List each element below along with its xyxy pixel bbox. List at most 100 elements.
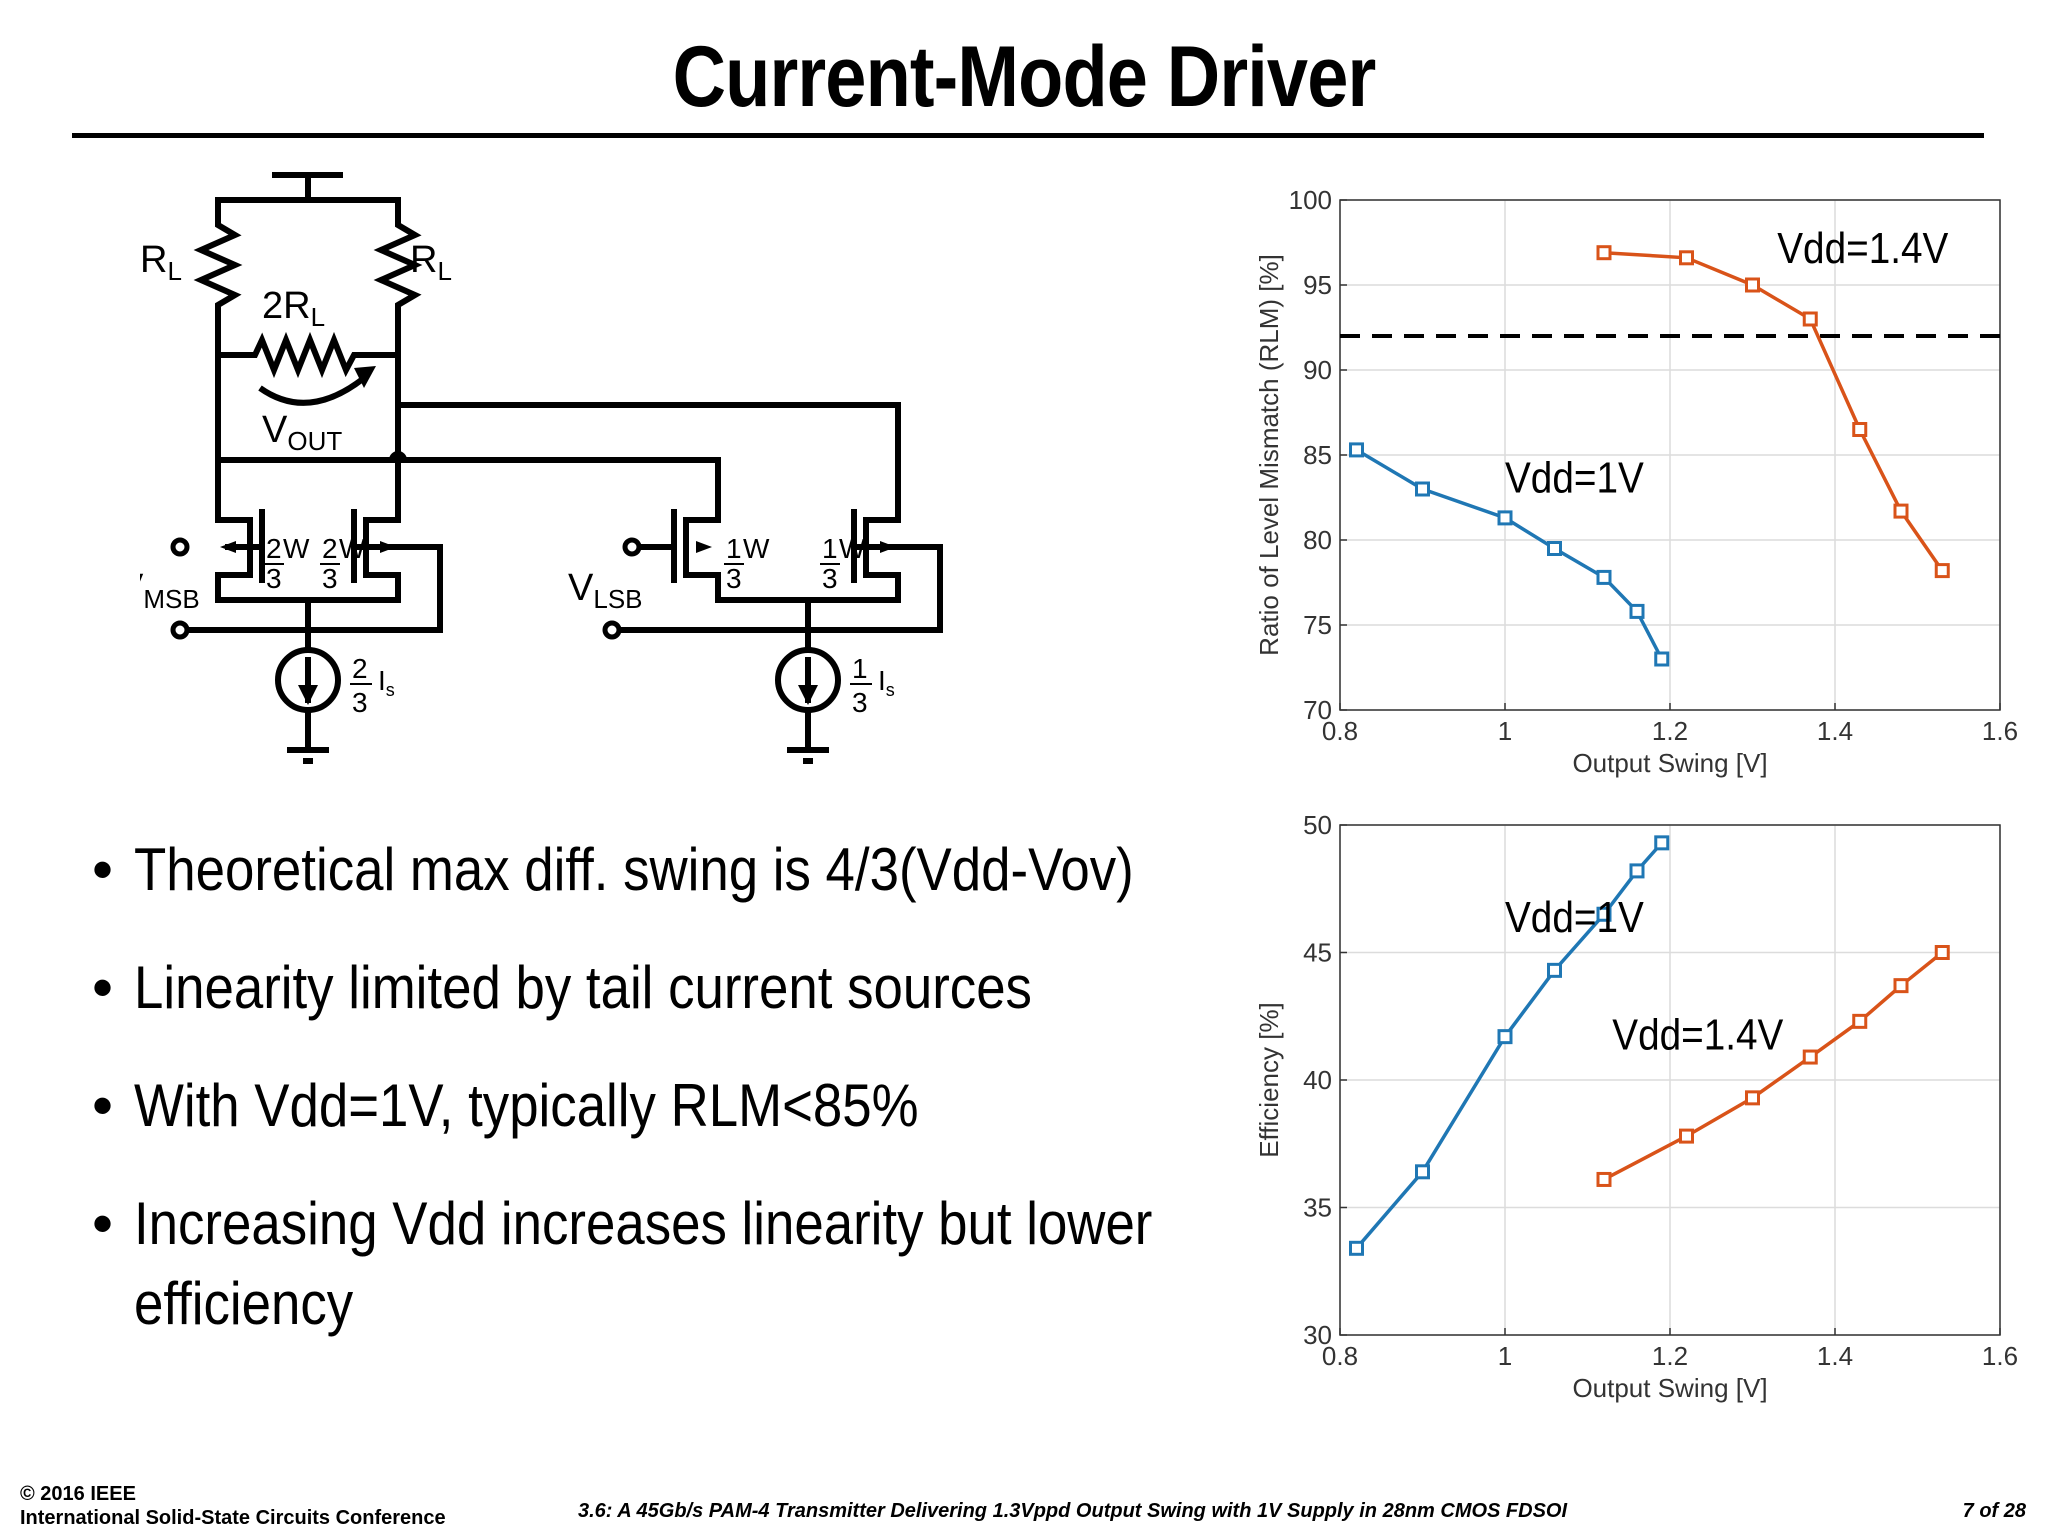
data-point [1497, 1029, 1513, 1045]
data-point [1629, 603, 1645, 619]
footer-conference: International Solid-State Circuits Confe… [20, 1507, 446, 1529]
svg-text:VLSB: VLSB [568, 567, 643, 614]
circuit-schematic: RL RL 2RL VOUT VMSB VLSB 2 W 3 2 W 3 1 W… [140, 172, 943, 764]
svg-text:W: W [283, 533, 310, 564]
lsb-right-w-num: 1 [822, 533, 838, 564]
bullet-item: • Linearity limited by tail current sourc… [92, 948, 1242, 1028]
y-tick-label: 100 [1289, 185, 1332, 215]
series-line [1603, 250, 1944, 572]
svg-text:3: 3 [322, 563, 338, 594]
y-tick-label: 45 [1303, 938, 1332, 968]
data-point [1349, 1240, 1364, 1256]
y-tick-label: 95 [1303, 270, 1332, 300]
x-tick-label: 1.2 [1652, 716, 1688, 746]
bullet-list: • Theoretical max diff. swing is 4/3(Vdd-… [92, 830, 1242, 1382]
data-point [1679, 1128, 1694, 1144]
data-point [1934, 563, 1950, 579]
x-tick-label: 0.8 [1322, 1341, 1358, 1371]
footer-paper-title: 3.6: A 45Gb/s PAM-4 Transmitter Deliveri… [578, 1500, 1568, 1522]
data-point [1349, 442, 1364, 458]
svg-text:3: 3 [352, 687, 368, 718]
series-line [1603, 951, 1944, 1181]
footer-page-number: 7 of 28 [1962, 1500, 2026, 1522]
svg-text:Is: Is [378, 665, 395, 700]
y-tick-label: 50 [1303, 810, 1332, 840]
x-tick-label: 1.6 [1982, 716, 2018, 746]
data-point [1745, 1090, 1760, 1106]
series-label: Vdd=1V [1505, 892, 1644, 942]
data-point [1893, 978, 1909, 994]
y-tick-label: 80 [1303, 525, 1332, 555]
svg-text:VMSB: VMSB [140, 567, 200, 614]
svg-text:3: 3 [726, 563, 742, 594]
msb-left-w-num: 2 [266, 533, 282, 564]
data-point [1802, 311, 1818, 327]
svg-text:2RL: 2RL [262, 285, 325, 332]
svg-text:RL: RL [140, 239, 182, 286]
footer-copyright-block: © 2016 IEEE International Solid-State Ci… [20, 1482, 446, 1530]
x-tick-label: 0.8 [1322, 716, 1358, 746]
x-tick-label: 1.6 [1982, 1341, 2018, 1371]
r2l-label: 2R [262, 285, 311, 327]
x-tick-label: 1.4 [1817, 716, 1853, 746]
rl-left-label: R [140, 239, 167, 281]
data-point [1547, 541, 1562, 556]
msb-current-num: 2 [352, 653, 368, 684]
vout-label: V [262, 409, 288, 451]
x-tick-label: 1.2 [1652, 1341, 1688, 1371]
svg-text:VOUT: VOUT [262, 409, 342, 456]
y-axis-label: Ratio of Level Mismatch (RLM) [%] [1254, 254, 1284, 656]
series-label: Vdd=1.4V [1612, 1009, 1783, 1059]
data-point [1596, 1171, 1612, 1187]
data-point [1596, 569, 1612, 585]
data-point [1415, 481, 1430, 497]
y-tick-label: 90 [1303, 355, 1332, 385]
title-divider [72, 133, 1984, 138]
lsb-left-w-num: 1 [726, 533, 742, 564]
data-point [1679, 250, 1694, 266]
y-tick-label: 70 [1303, 695, 1332, 725]
series-label: Vdd=1V [1505, 452, 1644, 502]
x-tick-label: 1 [1498, 716, 1512, 746]
svg-text:W: W [743, 533, 770, 564]
vmsb-label: V [140, 567, 144, 609]
y-tick-label: 75 [1303, 610, 1332, 640]
bullet-item: • With Vdd=1V, typically RLM<85% [92, 1066, 1242, 1146]
x-axis-label: Output Swing [V] [1572, 748, 1767, 778]
svg-text:W: W [839, 533, 866, 564]
bullet-glyph: • [92, 954, 114, 1021]
slide-title: Current-Mode Driver [672, 29, 1377, 125]
bullet-glyph: • [92, 1190, 114, 1257]
y-tick-label: 30 [1303, 1320, 1332, 1350]
footer-copyright: © 2016 IEEE [20, 1483, 136, 1505]
data-point [1596, 906, 1612, 922]
data-point [1596, 245, 1612, 261]
svg-text:3: 3 [822, 563, 838, 594]
lsb-current-num: 1 [852, 653, 868, 684]
bullet-item: • Increasing Vdd increases linearity but … [92, 1184, 1242, 1344]
x-tick-label: 1.4 [1817, 1341, 1853, 1371]
msb-right-w-num: 2 [322, 533, 338, 564]
svg-text:W: W [339, 533, 366, 564]
x-tick-label: 1 [1498, 1341, 1512, 1371]
data-point [1547, 962, 1562, 978]
rl-right-label: R [410, 239, 437, 281]
data-point [1497, 510, 1513, 526]
series-label: Vdd=1.4V [1777, 223, 1948, 273]
y-tick-label: 85 [1303, 440, 1332, 470]
data-point [1415, 1164, 1430, 1180]
data-point [1934, 945, 1950, 960]
bullet-glyph: • [92, 1072, 114, 1139]
data-point [1893, 503, 1909, 519]
svg-text:Is: Is [878, 665, 895, 700]
svg-text:3: 3 [852, 687, 868, 718]
data-point [1629, 863, 1645, 879]
bullet-item: • Theoretical max diff. swing is 4/3(Vdd-… [92, 830, 1242, 910]
bullet-glyph: • [92, 836, 114, 903]
data-point [1852, 422, 1868, 437]
svg-text:3: 3 [266, 563, 282, 594]
data-point [1654, 651, 1670, 667]
y-tick-label: 35 [1303, 1193, 1332, 1223]
y-tick-label: 40 [1303, 1065, 1332, 1095]
data-point [1802, 1049, 1818, 1065]
